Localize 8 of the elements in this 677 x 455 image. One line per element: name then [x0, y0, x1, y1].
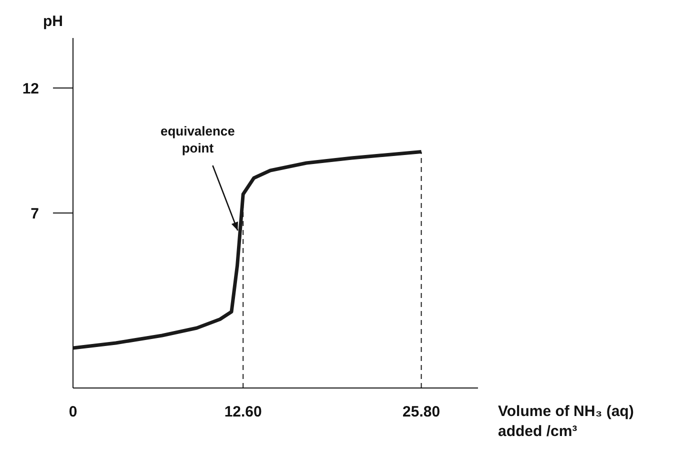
x-tick-label: 12.60: [224, 404, 262, 421]
x-axis-title: Volume of NH₃ (aq) added /cm³: [498, 403, 634, 440]
x-tick-label: 0: [68, 404, 78, 421]
y-tick-label: 12: [22, 80, 39, 98]
y-tick-label: 7: [30, 205, 39, 222]
y-axis-title: pH: [43, 13, 63, 30]
x-tick-label: 25.80: [402, 404, 440, 421]
annotation: equivalence point: [160, 124, 235, 156]
